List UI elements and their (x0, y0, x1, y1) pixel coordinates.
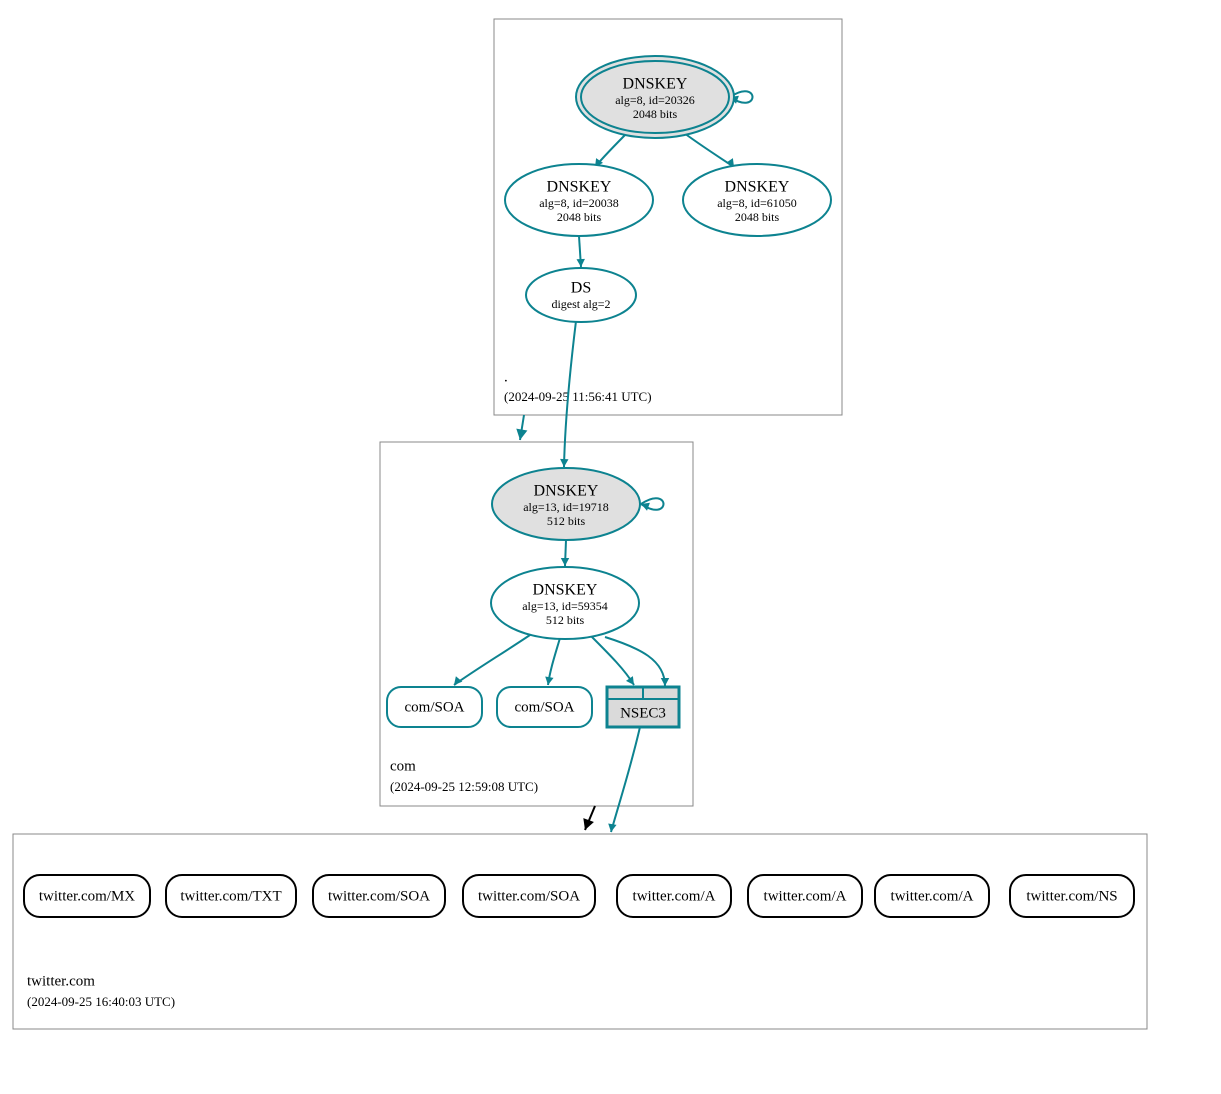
arrowhead (560, 459, 568, 467)
node-root_zsk2-line3: 2048 bits (735, 210, 780, 224)
node-root_ksk-title: DNSKEY (623, 76, 688, 93)
zone-label-twitter: twitter.com (27, 973, 95, 989)
node-nsec3-label: NSEC3 (620, 705, 666, 721)
edge (454, 635, 530, 685)
node-root_ksk-line3: 2048 bits (633, 107, 678, 121)
zone-timestamp-com: (2024-09-25 12:59:08 UTC) (390, 779, 538, 794)
node-root_zsk2-line2: alg=8, id=61050 (717, 196, 797, 210)
node-root_zsk1-title: DNSKEY (547, 179, 612, 196)
edge (605, 637, 665, 686)
edge (611, 727, 640, 832)
node-root_ds-title: DS (571, 280, 591, 297)
node-tw_txt-label: twitter.com/TXT (180, 888, 281, 904)
arrowhead (454, 676, 462, 685)
node-tw_mx-label: twitter.com/MX (39, 888, 135, 904)
node-tw_ns-label: twitter.com/NS (1026, 888, 1117, 904)
node-root_ksk-line2: alg=8, id=20326 (615, 93, 695, 107)
node-com_zsk-line2: alg=13, id=59354 (522, 599, 608, 613)
zone-label-root: . (504, 369, 508, 385)
dnssec-diagram: . (2024-09-25 11:56:41 UTC) com (2024-09-25… (0, 0, 1221, 1094)
arrowhead (661, 678, 669, 686)
node-tw_soa2-label: twitter.com/SOA (478, 888, 580, 904)
node-com_ksk-title: DNSKEY (534, 483, 599, 500)
node-com_zsk-line3: 512 bits (546, 613, 585, 627)
node-root_ds-line2: digest alg=2 (551, 297, 610, 311)
zone-timestamp-twitter: (2024-09-25 16:40:03 UTC) (27, 994, 175, 1009)
arrowhead (516, 429, 527, 440)
edge (680, 130, 734, 167)
zone-box-twitter (13, 834, 1147, 1029)
arrowhead (577, 259, 585, 267)
node-root_zsk1-line3: 2048 bits (557, 210, 602, 224)
node-tw_a1-label: twitter.com/A (633, 888, 716, 904)
node-com_zsk-title: DNSKEY (533, 582, 598, 599)
node-tw_a2-label: twitter.com/A (764, 888, 847, 904)
node-root_zsk1-line2: alg=8, id=20038 (539, 196, 619, 210)
edge (590, 635, 634, 685)
zone-timestamp-root: (2024-09-25 11:56:41 UTC) (504, 389, 652, 404)
node-com_soa2-label: com/SOA (515, 699, 575, 715)
node-com_ksk-line2: alg=13, id=19718 (523, 500, 609, 514)
arrowhead (641, 503, 650, 511)
node-com_ksk-line3: 512 bits (547, 514, 586, 528)
node-tw_a3-label: twitter.com/A (891, 888, 974, 904)
node-tw_soa1-label: twitter.com/SOA (328, 888, 430, 904)
node-root_zsk2-title: DNSKEY (725, 179, 790, 196)
arrowhead (561, 558, 569, 566)
arrowhead (545, 676, 553, 685)
zone-label-com: com (390, 758, 416, 774)
node-com_soa1-label: com/SOA (405, 699, 465, 715)
